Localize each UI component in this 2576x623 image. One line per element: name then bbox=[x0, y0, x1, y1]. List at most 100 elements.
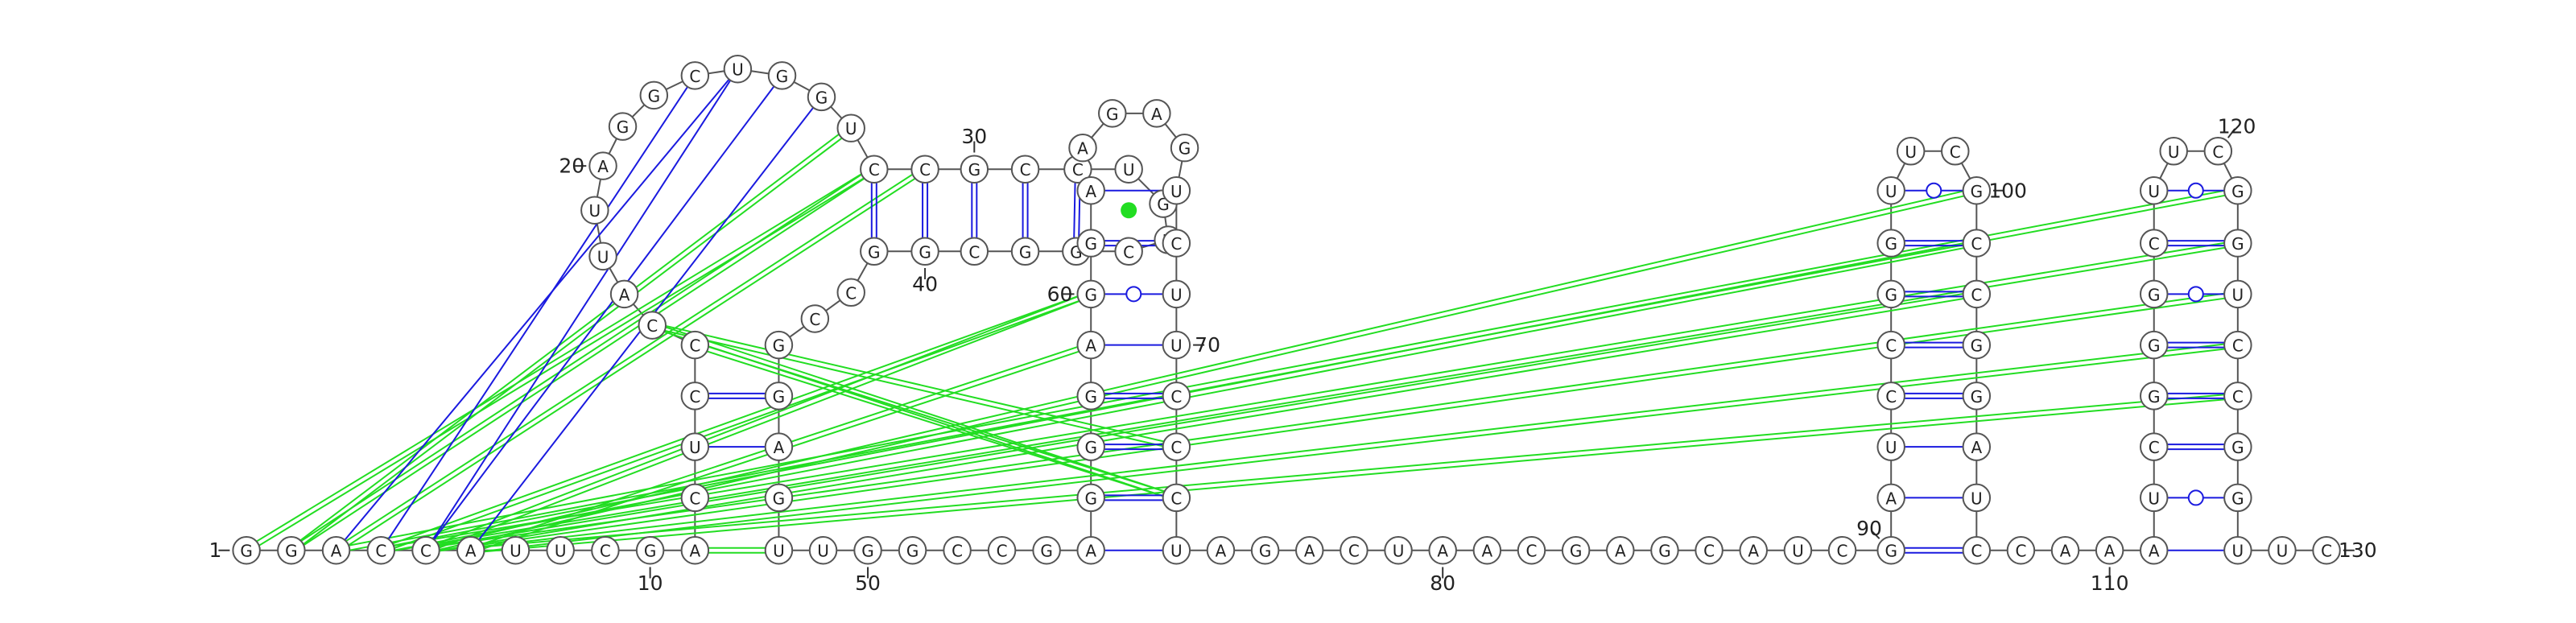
nucleotide-letter: G bbox=[861, 542, 874, 561]
nucleotide bbox=[1384, 535, 1413, 565]
nucleotide bbox=[1876, 176, 1905, 205]
nucleotide bbox=[2006, 535, 2036, 565]
nucleotide bbox=[1941, 137, 1970, 166]
nucleotide bbox=[1962, 535, 1992, 565]
nucleotide-letter: C bbox=[919, 160, 931, 179]
nucleotide bbox=[764, 382, 794, 411]
nucleotide bbox=[2140, 279, 2169, 309]
tertiary-interaction bbox=[425, 75, 783, 551]
nucleotide-letter: A bbox=[1615, 542, 1626, 561]
nucleotide-letter: G bbox=[773, 336, 786, 356]
nucleotide bbox=[1114, 155, 1143, 184]
nucleotide-letter: C bbox=[1971, 285, 1982, 304]
nucleotide-letter: A bbox=[1077, 139, 1088, 159]
nucleotide bbox=[1876, 330, 1905, 360]
nucleotide bbox=[1472, 535, 1502, 565]
nucleotide-letter: C bbox=[689, 387, 700, 406]
nucleotide bbox=[960, 237, 989, 266]
nucleotide bbox=[807, 82, 836, 112]
position-label: 60 bbox=[1047, 283, 1073, 306]
tertiary-interaction bbox=[694, 346, 1176, 501]
nucleotide bbox=[1876, 432, 1905, 461]
tertiary-interaction bbox=[652, 322, 1178, 497]
nucleotide-letter: C bbox=[689, 489, 700, 508]
nucleotide-letter: G bbox=[1179, 139, 1191, 159]
nucleotide bbox=[1962, 229, 1992, 258]
nucleotide bbox=[232, 535, 261, 565]
nucleotide-letter: U bbox=[555, 542, 567, 561]
tertiary-interaction bbox=[470, 341, 2238, 549]
nucleotide-letter: G bbox=[1971, 182, 1984, 201]
nucleotide-letter: G bbox=[1885, 285, 1897, 304]
position-label: 80 bbox=[1430, 571, 1455, 595]
nucleotide bbox=[2140, 432, 2169, 461]
nucleotide bbox=[1606, 535, 1635, 565]
nucleotide bbox=[1695, 535, 1724, 565]
nucleotide bbox=[608, 112, 638, 141]
tertiary-interaction bbox=[334, 166, 924, 550]
nucleotide bbox=[800, 304, 830, 333]
nucleotide-letter: A bbox=[2104, 542, 2116, 561]
tertiary-interaction bbox=[651, 327, 1176, 501]
nucleotide-letter: G bbox=[1658, 542, 1671, 561]
nucleotide bbox=[1162, 535, 1191, 565]
nucleotide bbox=[277, 535, 306, 565]
nucleotide-letter: U bbox=[773, 542, 785, 561]
tertiary-interaction bbox=[470, 346, 2239, 554]
nucleotide-letter: C bbox=[1170, 489, 1182, 508]
nucleotide bbox=[1650, 535, 1679, 565]
backbone-layer bbox=[246, 68, 2327, 551]
tertiary-interaction bbox=[424, 291, 1091, 549]
nucleotide-letter: C bbox=[1950, 142, 1961, 162]
nucleotide-letter: A bbox=[465, 542, 477, 561]
nucleotide bbox=[1962, 382, 1992, 411]
nucleotide bbox=[1876, 279, 1905, 309]
nucleotide-letter: G bbox=[1259, 542, 1272, 561]
nucleotide bbox=[1076, 483, 1105, 513]
nucleotide-letter: C bbox=[1170, 438, 1182, 457]
nucleotide-letter: G bbox=[2231, 182, 2244, 201]
nucleotide-letter: C bbox=[845, 283, 857, 303]
nucleotide bbox=[836, 278, 865, 307]
nucleotide-letter: A bbox=[1885, 489, 1897, 508]
nucleotide-letter: G bbox=[773, 387, 786, 406]
nucleotide-letter: G bbox=[968, 160, 981, 179]
nucleotide-letter: G bbox=[285, 542, 298, 561]
nucleotide bbox=[1076, 176, 1105, 205]
nucleotide bbox=[1517, 535, 1546, 565]
nucleotide-letter: C bbox=[1837, 542, 1848, 561]
nucleotide bbox=[1162, 330, 1191, 360]
nucleotide-letter: U bbox=[2277, 542, 2289, 561]
nucleotide bbox=[1162, 279, 1191, 309]
position-label: 100 bbox=[1988, 179, 2027, 202]
position-tick bbox=[2227, 128, 2235, 138]
nucleotide-letter: G bbox=[648, 86, 661, 105]
nucleotide bbox=[943, 535, 972, 565]
position-label: 30 bbox=[961, 125, 987, 148]
nucleotide-letter: C bbox=[809, 310, 820, 329]
nucleotide-letter: A bbox=[1085, 336, 1096, 356]
nucleotide-letter: C bbox=[689, 67, 700, 86]
nucleotide-letter: G bbox=[1885, 542, 1897, 561]
nucleotide-letter: A bbox=[689, 542, 700, 561]
nucleotide bbox=[1010, 237, 1040, 266]
nucleotide bbox=[1170, 133, 1199, 163]
nucleotide bbox=[2159, 137, 2188, 166]
nucleotide-letter: G bbox=[644, 542, 657, 561]
position-label: 120 bbox=[2218, 114, 2256, 138]
nucleotide-letter: G bbox=[1084, 489, 1097, 508]
nucleotide bbox=[910, 155, 939, 184]
nucleotide bbox=[456, 535, 485, 565]
nucleotide-letter: G bbox=[906, 542, 919, 561]
nucleotide bbox=[1876, 229, 1905, 258]
nucleotide-letter: C bbox=[869, 160, 880, 179]
tertiary-interaction bbox=[245, 166, 873, 550]
nucleotide-letter: U bbox=[1170, 285, 1183, 304]
nucleotide-letter: G bbox=[2148, 387, 2161, 406]
nucleotide-letter: U bbox=[689, 438, 701, 457]
nucleotide bbox=[860, 237, 889, 266]
nucleotide bbox=[2095, 535, 2124, 565]
nucleotide-letter: C bbox=[2149, 438, 2160, 457]
nucleotide-letter: G bbox=[2231, 489, 2244, 508]
tertiary-interaction bbox=[651, 327, 1176, 451]
